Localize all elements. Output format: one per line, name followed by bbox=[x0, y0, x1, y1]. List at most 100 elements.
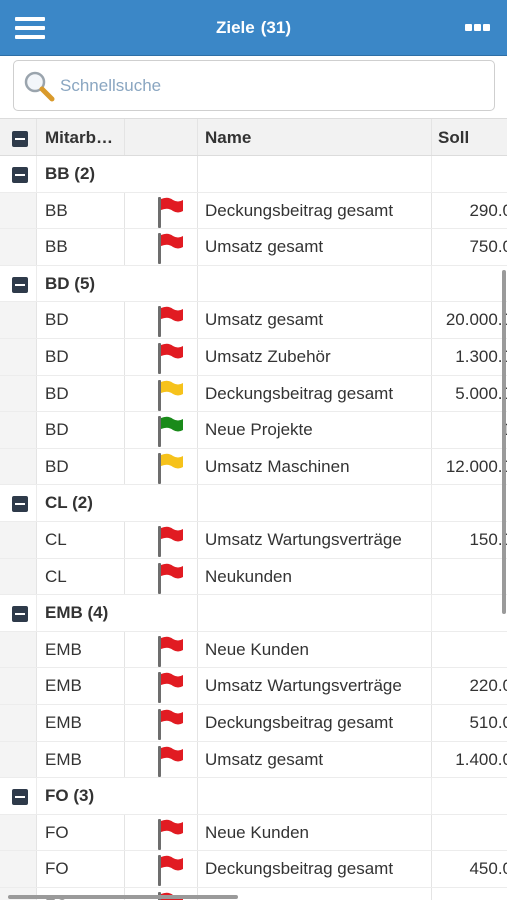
column-header-mitarbeiter[interactable]: Mitarb… bbox=[37, 119, 125, 155]
goal-name-cell: Deckungsbeitrag gesamt bbox=[198, 851, 432, 887]
group-soll-cell bbox=[432, 485, 507, 521]
collapse-group-icon[interactable] bbox=[12, 789, 28, 806]
soll-value-cell: 20.000.0 bbox=[445, 310, 507, 330]
status-cell bbox=[125, 338, 198, 375]
column-header-status[interactable] bbox=[125, 119, 198, 155]
table-row[interactable]: BB Umsatz gesamt 750.0 bbox=[0, 229, 507, 266]
row-indent-cell bbox=[0, 668, 37, 704]
collapse-group-icon[interactable] bbox=[12, 496, 28, 513]
soll-value-cell bbox=[432, 559, 507, 595]
search-box[interactable] bbox=[13, 60, 495, 111]
row-indent-cell bbox=[0, 814, 37, 851]
hamburger-menu-icon[interactable] bbox=[12, 12, 48, 44]
page-title-text: Ziele bbox=[216, 18, 255, 37]
table-row[interactable]: BD Umsatz Maschinen 12.000.0 bbox=[0, 448, 507, 486]
table-row[interactable]: CL Umsatz Wartungsverträge 150.0 bbox=[0, 521, 507, 559]
row-indent-cell bbox=[0, 229, 37, 265]
goal-name-cell: Neukunden bbox=[198, 558, 432, 595]
employee-cell: BD bbox=[37, 302, 125, 338]
soll-value-cell: 1.300.0 bbox=[455, 346, 507, 366]
collapse-group-icon[interactable] bbox=[12, 167, 28, 183]
status-cell bbox=[125, 412, 198, 448]
employee-cell: CL bbox=[37, 521, 125, 558]
collapse-all-icon[interactable] bbox=[12, 131, 28, 147]
soll-value-cell bbox=[432, 815, 507, 851]
status-cell bbox=[125, 631, 198, 668]
group-collapse-cell bbox=[0, 265, 37, 302]
red-flag-icon bbox=[156, 342, 186, 374]
search-input[interactable] bbox=[60, 69, 480, 103]
table-row[interactable]: EMB Umsatz gesamt 1.400.0 bbox=[0, 741, 507, 779]
red-flag-icon bbox=[156, 708, 186, 740]
employee-cell: BD bbox=[37, 375, 125, 412]
group-row[interactable]: BD (5) bbox=[0, 265, 507, 303]
group-name-cell bbox=[198, 485, 432, 521]
employee-cell: FO bbox=[37, 814, 125, 851]
red-flag-icon bbox=[156, 854, 186, 887]
soll-value-cell: 290.0 bbox=[469, 200, 507, 220]
status-cell bbox=[125, 814, 198, 851]
status-cell bbox=[125, 521, 198, 558]
group-soll-cell bbox=[432, 595, 507, 631]
group-collapse-cell bbox=[0, 778, 37, 814]
status-cell bbox=[125, 302, 198, 338]
group-row[interactable]: BB (2) bbox=[0, 156, 507, 193]
column-header-name[interactable]: Name bbox=[198, 119, 432, 155]
red-flag-icon bbox=[156, 232, 186, 265]
row-indent-cell bbox=[0, 448, 37, 485]
employee-cell: EMB bbox=[37, 631, 125, 668]
vertical-scrollbar[interactable] bbox=[502, 270, 506, 614]
table-row[interactable]: CL Neukunden bbox=[0, 558, 507, 596]
red-flag-icon bbox=[156, 818, 186, 850]
table-row[interactable]: BD Neue Projekte1 bbox=[0, 412, 507, 449]
row-indent-cell bbox=[0, 302, 37, 338]
group-row[interactable]: EMB (4) bbox=[0, 595, 507, 632]
table-header: Mitarb… Name Soll bbox=[0, 118, 507, 156]
status-cell bbox=[125, 851, 198, 887]
table-row[interactable]: FO Neue Kunden bbox=[0, 814, 507, 852]
table-row[interactable]: FO Deckungsbeitrag gesamt 450.0 bbox=[0, 851, 507, 888]
table-row[interactable]: BD Deckungsbeitrag gesamt 5.000.0 bbox=[0, 375, 507, 413]
group-name-cell bbox=[198, 156, 432, 192]
table-row[interactable]: BD Umsatz gesamt 20.000.0 bbox=[0, 302, 507, 339]
group-label: BB (2) bbox=[37, 156, 198, 192]
table-row[interactable]: BB Deckungsbeitrag gesamt 290.0 bbox=[0, 192, 507, 230]
collapse-group-icon[interactable] bbox=[12, 276, 28, 293]
soll-value-cell bbox=[432, 888, 507, 900]
row-indent-cell bbox=[0, 338, 37, 375]
employee-cell: BD bbox=[37, 338, 125, 375]
soll-value-cell: 12.000.0 bbox=[445, 456, 507, 476]
search-icon bbox=[22, 69, 56, 103]
row-indent-cell bbox=[0, 375, 37, 412]
group-name-cell bbox=[198, 595, 432, 631]
group-soll-cell bbox=[432, 266, 507, 302]
soll-value-cell: 450.0 bbox=[469, 859, 507, 879]
column-header-soll[interactable]: Soll bbox=[438, 128, 470, 147]
table-row[interactable]: EMB Neue Kunden bbox=[0, 631, 507, 669]
collapse-all-cell bbox=[0, 119, 37, 155]
group-collapse-cell bbox=[0, 595, 37, 631]
employee-cell: CL bbox=[37, 558, 125, 595]
goal-name-cell: Umsatz gesamt bbox=[198, 741, 432, 778]
table-row[interactable]: BD Umsatz Zubehör 1.300.0 bbox=[0, 338, 507, 376]
group-row[interactable]: FO (3) bbox=[0, 778, 507, 815]
collapse-group-icon[interactable] bbox=[12, 606, 28, 623]
red-flag-icon bbox=[156, 562, 186, 594]
more-options-icon[interactable] bbox=[459, 16, 495, 40]
soll-value-cell: 1 bbox=[432, 412, 507, 448]
goal-name-cell: Umsatz Wartungsverträge bbox=[198, 521, 432, 558]
group-collapse-cell bbox=[0, 156, 37, 192]
yellow-flag-icon bbox=[156, 379, 186, 411]
red-flag-icon bbox=[156, 635, 186, 667]
group-name-cell bbox=[198, 265, 432, 302]
horizontal-scrollbar[interactable] bbox=[8, 895, 238, 899]
table-row[interactable]: EMB Umsatz Wartungsverträge 220.0 bbox=[0, 668, 507, 705]
row-indent-cell bbox=[0, 631, 37, 668]
group-row[interactable]: CL (2) bbox=[0, 485, 507, 522]
soll-value-cell: 1.400.0 bbox=[455, 749, 507, 769]
red-flag-icon bbox=[156, 196, 186, 228]
table-row[interactable]: EMB Deckungsbeitrag gesamt 510.0 bbox=[0, 704, 507, 742]
group-label: FO (3) bbox=[37, 778, 198, 814]
soll-value-cell: 510.0 bbox=[469, 712, 507, 732]
